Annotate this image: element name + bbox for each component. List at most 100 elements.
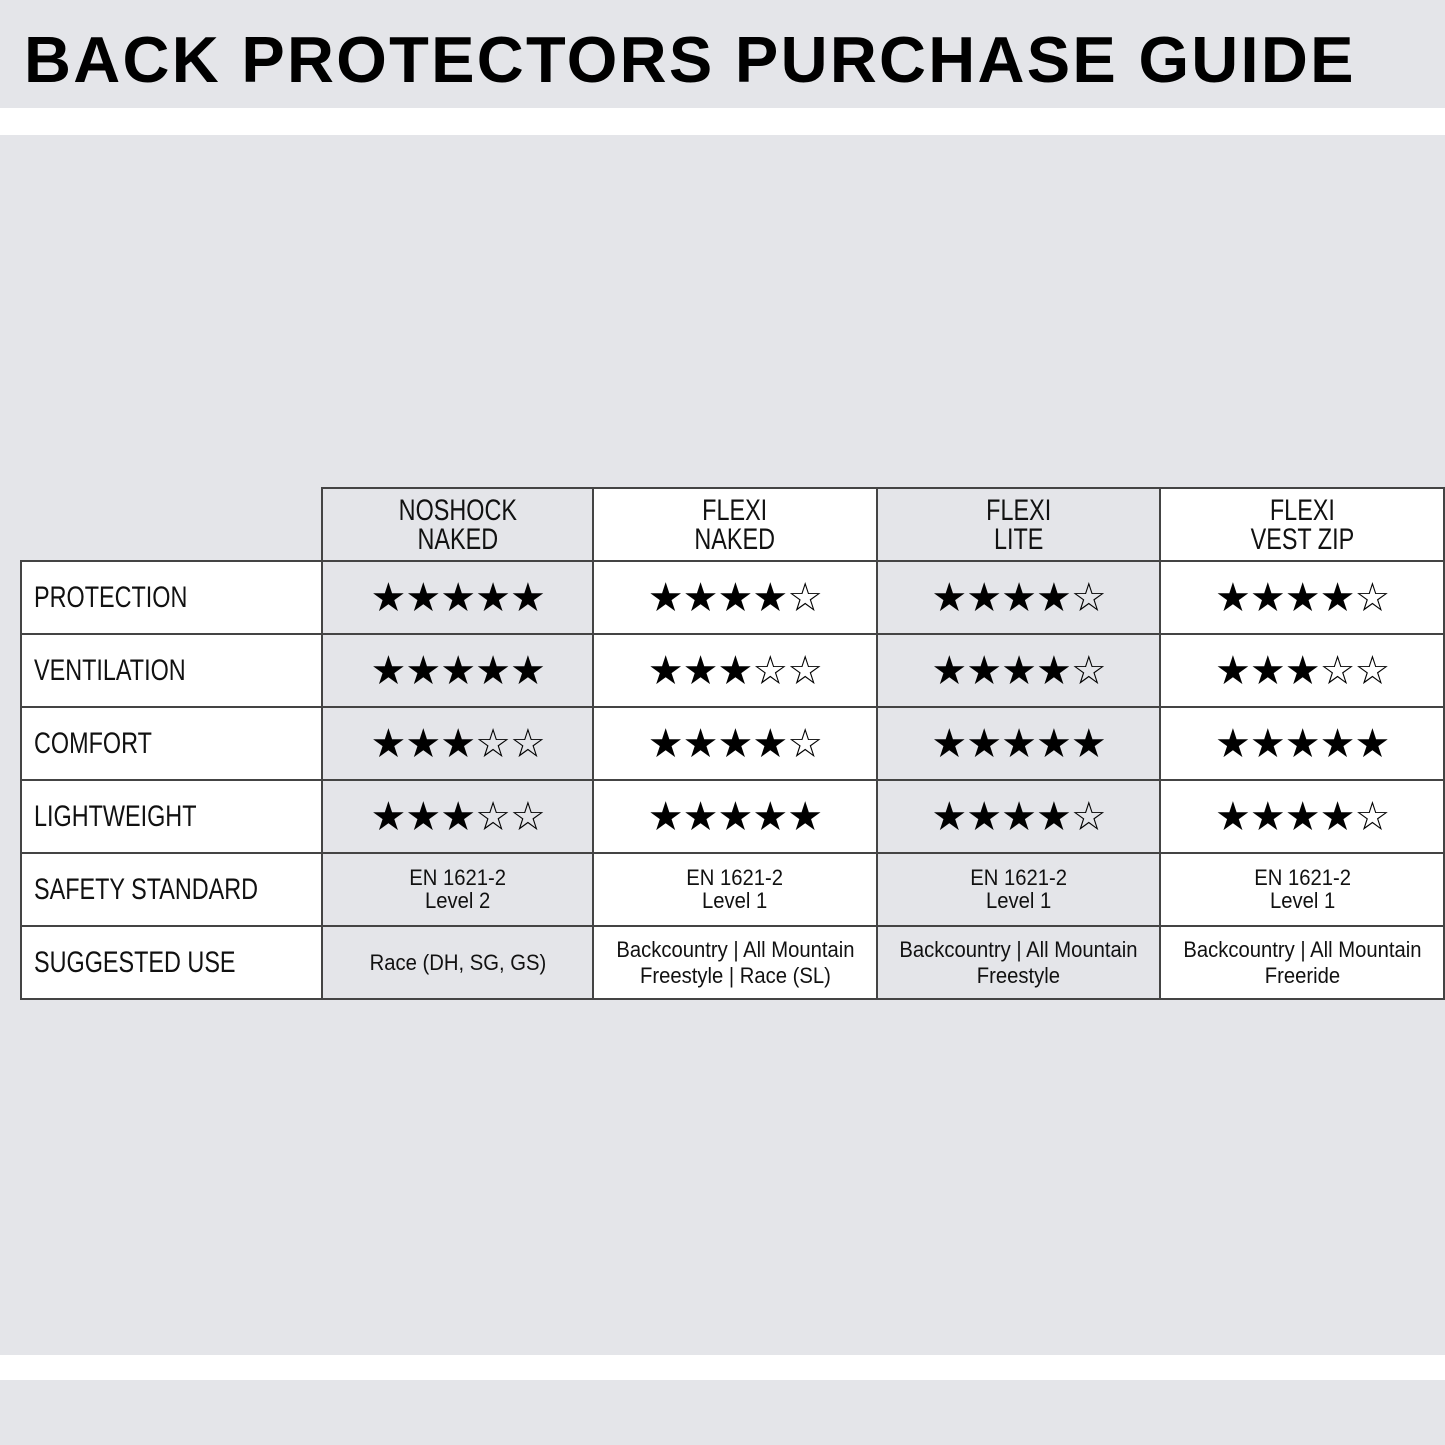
star-filled-icon: ★ <box>1319 720 1356 767</box>
star-rating: ★★★★☆ <box>594 724 876 764</box>
star-outline-icon: ☆ <box>1354 647 1390 694</box>
star-filled-icon: ★ <box>752 720 788 767</box>
rating-cell: ★★★★★ <box>321 560 595 635</box>
text-line: Level 2 <box>425 888 491 913</box>
star-filled-icon: ★ <box>682 647 719 694</box>
use-text: Race (DH, SG, GS) <box>369 950 546 976</box>
row-label-cell: LIGHTWEIGHT <box>19 779 324 854</box>
star-rating: ★★★★★ <box>323 651 592 691</box>
rating-cell: ★★★★☆ <box>592 560 878 635</box>
star-filled-icon: ★ <box>370 720 407 767</box>
rating-row-lightweight: LIGHTWEIGHT ★★★☆☆ ★★★★★ ★★★★☆ ★★★★☆ <box>19 779 1445 854</box>
star-filled-icon: ★ <box>1035 647 1072 694</box>
product-header: NOSHOCK NAKED <box>321 487 595 562</box>
star-filled-icon: ★ <box>647 647 684 694</box>
row-label: LIGHTWEIGHT <box>34 799 197 833</box>
star-filled-icon: ★ <box>405 647 441 694</box>
star-filled-icon: ★ <box>475 574 511 621</box>
rating-cell: ★★★★★ <box>321 633 595 708</box>
star-filled-icon: ★ <box>682 574 719 621</box>
use-text: Backcountry | All Mountain Freeride <box>1183 937 1421 989</box>
star-rating: ★★★★☆ <box>878 578 1160 618</box>
star-filled-icon: ★ <box>370 647 407 694</box>
product-name-line: NAKED <box>694 522 776 556</box>
star-rating: ★★★☆☆ <box>323 797 592 837</box>
star-filled-icon: ★ <box>787 793 823 840</box>
rating-cell: ★★★★☆ <box>1159 779 1445 854</box>
star-filled-icon: ★ <box>1001 574 1037 621</box>
row-label: SAFETY STANDARD <box>34 872 259 906</box>
star-outline-icon: ☆ <box>1070 647 1107 694</box>
star-filled-icon: ★ <box>509 574 546 621</box>
star-rating: ★★★☆☆ <box>1161 651 1443 691</box>
star-filled-icon: ★ <box>752 574 788 621</box>
rating-row-ventilation: VENTILATION ★★★★★ ★★★☆☆ ★★★★☆ ★★★☆☆ <box>19 633 1445 708</box>
star-filled-icon: ★ <box>509 647 546 694</box>
star-rating: ★★★★☆ <box>594 578 876 618</box>
header-row: NOSHOCK NAKED FLEXI NAKED FLEXI LITE FLEXI V… <box>21 487 1445 562</box>
use-text: Backcountry | All Mountain Freestyle | Ra… <box>616 937 854 989</box>
star-outline-icon: ☆ <box>1354 574 1390 621</box>
star-filled-icon: ★ <box>370 793 407 840</box>
star-filled-icon: ★ <box>440 793 476 840</box>
star-rating: ★★★★★ <box>323 578 592 618</box>
corner-cell <box>21 488 322 561</box>
text-line: Backcountry | All Mountain <box>899 936 1138 962</box>
star-rating: ★★★★★ <box>1161 724 1443 764</box>
star-filled-icon: ★ <box>370 574 407 621</box>
star-filled-icon: ★ <box>475 647 511 694</box>
safety-text: EN 1621-2 Level 1 <box>970 866 1067 912</box>
product-name-line: FLEXI <box>702 493 768 527</box>
divider-stripe <box>0 108 1445 135</box>
star-filled-icon: ★ <box>647 720 684 767</box>
rating-cell: ★★★★☆ <box>592 706 878 781</box>
text-line: Freeride <box>1264 962 1340 988</box>
rating-cell: ★★★☆☆ <box>1159 633 1445 708</box>
star-filled-icon: ★ <box>1001 793 1037 840</box>
text-line: EN 1621-2 <box>970 865 1067 890</box>
star-outline-icon: ☆ <box>787 647 823 694</box>
star-filled-icon: ★ <box>966 793 1002 840</box>
star-filled-icon: ★ <box>1035 793 1072 840</box>
star-outline-icon: ☆ <box>475 720 511 767</box>
text-line: Freestyle | Race (SL) <box>639 962 831 988</box>
rating-cell: ★★★★★ <box>1159 706 1445 781</box>
rating-row-protection: PROTECTION ★★★★★ ★★★★☆ ★★★★☆ ★★★★☆ <box>19 560 1445 635</box>
star-outline-icon: ☆ <box>1319 647 1356 694</box>
star-filled-icon: ★ <box>966 574 1002 621</box>
rating-row-comfort: COMFORT ★★★☆☆ ★★★★☆ ★★★★★ ★★★★★ <box>19 706 1445 781</box>
star-filled-icon: ★ <box>966 720 1002 767</box>
star-rating: ★★★☆☆ <box>594 651 876 691</box>
rating-cell: ★★★☆☆ <box>592 633 878 708</box>
star-outline-icon: ☆ <box>787 574 823 621</box>
star-filled-icon: ★ <box>682 720 719 767</box>
row-label-cell: PROTECTION <box>19 560 324 635</box>
row-label: COMFORT <box>34 726 152 760</box>
safety-cell: EN 1621-2 Level 1 <box>875 852 1162 927</box>
rating-cell: ★★★★☆ <box>875 560 1162 635</box>
text-line: Level 1 <box>702 888 768 913</box>
star-filled-icon: ★ <box>931 720 967 767</box>
star-filled-icon: ★ <box>1354 720 1390 767</box>
divider-stripe <box>0 1355 1445 1380</box>
row-label: PROTECTION <box>34 580 188 614</box>
use-text: Backcountry | All Mountain Freestyle <box>899 937 1137 989</box>
star-filled-icon: ★ <box>1319 793 1356 840</box>
star-filled-icon: ★ <box>1284 574 1321 621</box>
use-cell: Backcountry | All Mountain Freeride <box>1159 925 1445 1000</box>
rating-cell: ★★★★★ <box>592 779 878 854</box>
star-filled-icon: ★ <box>1249 793 1286 840</box>
star-outline-icon: ☆ <box>509 793 546 840</box>
star-filled-icon: ★ <box>1035 574 1072 621</box>
star-filled-icon: ★ <box>405 574 441 621</box>
star-rating: ★★★★☆ <box>1161 797 1443 837</box>
star-filled-icon: ★ <box>1215 793 1251 840</box>
star-filled-icon: ★ <box>647 793 684 840</box>
star-filled-icon: ★ <box>1319 574 1356 621</box>
rating-cell: ★★★☆☆ <box>321 706 595 781</box>
safety-text: EN 1621-2 Level 1 <box>1254 866 1351 912</box>
star-filled-icon: ★ <box>717 720 754 767</box>
star-filled-icon: ★ <box>405 793 441 840</box>
star-outline-icon: ☆ <box>787 720 823 767</box>
row-label: SUGGESTED USE <box>34 945 236 979</box>
